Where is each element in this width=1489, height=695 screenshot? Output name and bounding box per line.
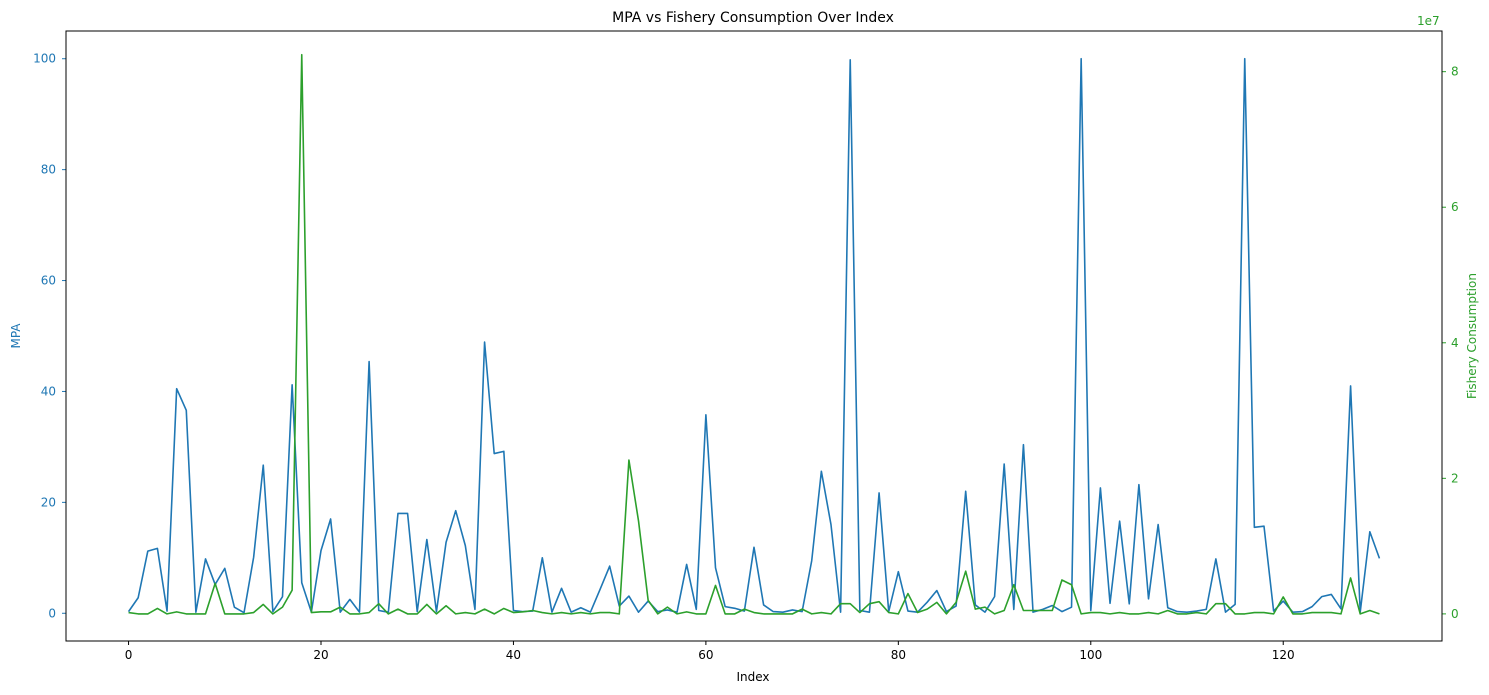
x-tick-label: 40	[506, 648, 521, 662]
chart-title: MPA vs Fishery Consumption Over Index	[612, 10, 894, 26]
y-right-tick-label: 8	[1451, 65, 1459, 79]
y-left-tick-label: 40	[41, 384, 56, 398]
x-tick-label: 120	[1272, 648, 1295, 662]
x-tick-label: 0	[125, 648, 133, 662]
series-mpa	[127, 57, 1381, 614]
series-line	[127, 57, 1381, 614]
y-left-tick-label: 60	[41, 274, 56, 288]
y-right-tick-label: 4	[1451, 336, 1459, 350]
x-tick-label: 60	[698, 648, 713, 662]
x-tick-label: 100	[1079, 648, 1102, 662]
y-left-tick-label: 20	[41, 495, 56, 509]
y-right-axis-label: Fishery Consumption	[1465, 273, 1479, 399]
x-tick-label: 20	[313, 648, 328, 662]
axes-group: 0 20 40 60 80 100 120 0 20 40 60 80 100 0 2 4 6 8	[33, 52, 1459, 662]
y-left-tick-label: 100	[33, 52, 56, 66]
x-tick-label: 80	[891, 648, 906, 662]
y-right-multiplier: 1e7	[1417, 14, 1440, 28]
series-group	[127, 53, 1381, 615]
y-left-axis-label: MPA	[9, 323, 23, 349]
plot-frame	[65, 30, 1443, 642]
y-right-tick-label: 0	[1451, 607, 1459, 621]
y-left-tick-label: 0	[48, 606, 56, 620]
y-left-tick-label: 80	[41, 163, 56, 177]
y-right-tick-label: 6	[1451, 200, 1459, 214]
y-right-tick-label: 2	[1451, 471, 1459, 485]
series-line	[128, 53, 1380, 615]
x-axis-label: Index	[736, 670, 769, 684]
series-fishery-consumption	[128, 53, 1380, 615]
